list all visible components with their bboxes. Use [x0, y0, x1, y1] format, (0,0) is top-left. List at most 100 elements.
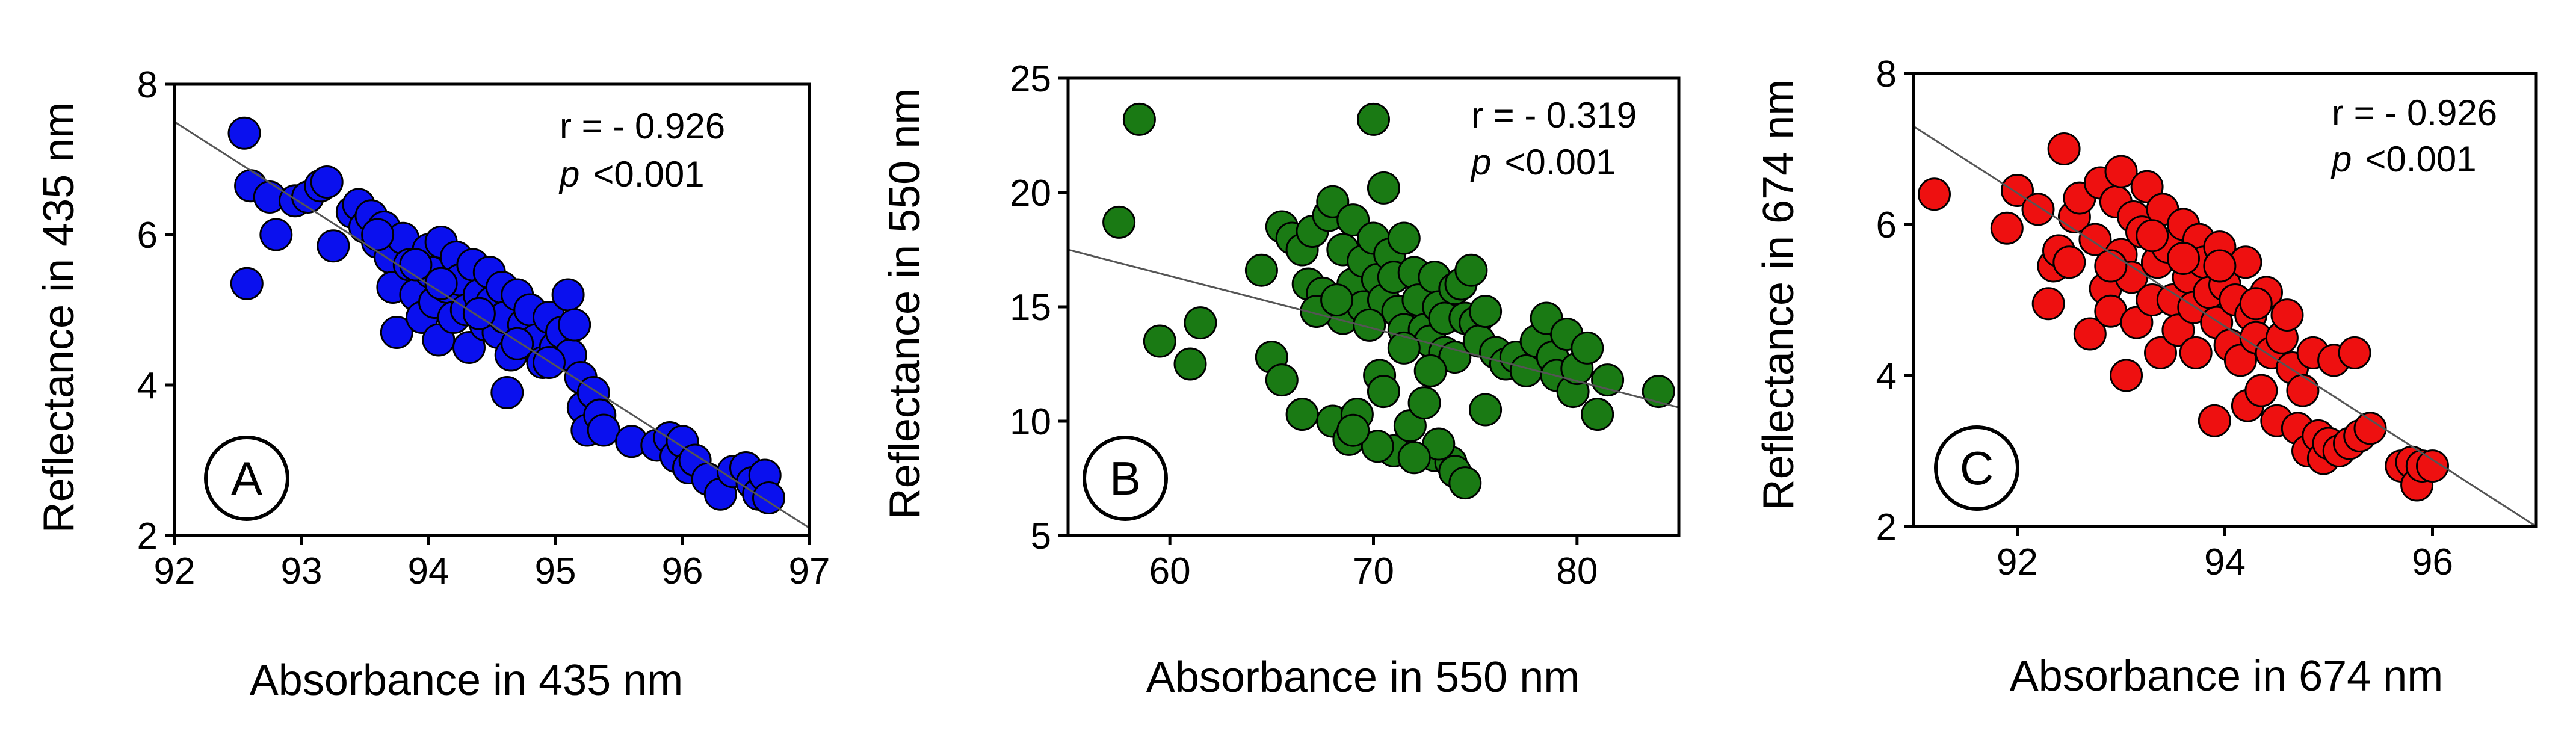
data-point-c-77 — [2203, 249, 2237, 283]
data-point-b-2 — [1143, 324, 1176, 358]
y-tick-label-b-3: 20 — [1010, 173, 1051, 214]
data-point-c-0 — [1918, 177, 1951, 211]
x-tick-label-c-1: 94 — [2204, 541, 2246, 583]
data-point-c-11 — [2073, 317, 2107, 351]
y-axis-title-b: Reflectance in 550 nm — [881, 88, 929, 519]
x-axis-title-a: Absorbance in 435 nm — [250, 656, 683, 705]
x-tick-label-a-4: 96 — [662, 551, 703, 592]
data-point-b-3 — [1173, 347, 1207, 381]
data-point-c-27 — [2144, 336, 2177, 369]
data-point-c-39 — [2198, 404, 2231, 437]
y-ticks-b: 5 10 15 20 25 — [1010, 58, 1068, 557]
y-tick-label-a-1: 4 — [137, 365, 158, 407]
data-point-c-45 — [2223, 344, 2257, 377]
x-ticks-b: 60 70 80 — [1149, 535, 1598, 592]
y-tick-label-c-2: 6 — [1876, 205, 1897, 246]
fit-line-b — [1067, 248, 1679, 409]
data-point-a-52 — [551, 278, 585, 312]
panel-label-circle-a — [204, 436, 289, 521]
y-tick-label-c-0: 2 — [1876, 507, 1897, 548]
data-point-a-8 — [310, 165, 344, 199]
data-point-a-54 — [558, 308, 591, 342]
data-point-c-31 — [2161, 313, 2195, 347]
y-tick-label-c-3: 8 — [1876, 54, 1897, 95]
x-ticks-a: 92 93 94 95 96 97 — [154, 535, 830, 592]
data-point-b-0 — [1102, 205, 1136, 239]
data-point-b-74 — [1581, 398, 1614, 431]
data-point-a-9 — [317, 229, 350, 263]
data-point-a-33 — [452, 331, 486, 364]
data-point-b-60 — [1469, 393, 1503, 427]
data-point-c-78 — [2239, 287, 2273, 321]
data-point-b-30 — [1367, 171, 1400, 205]
data-point-a-42 — [490, 376, 524, 409]
x-axis-title-c: Absorbance in 674 nm — [2010, 652, 2443, 700]
data-point-c-17 — [2104, 155, 2138, 188]
data-point-c-55 — [2270, 298, 2304, 332]
points-a — [227, 116, 785, 514]
data-point-a-78 — [424, 267, 458, 300]
data-point-c-58 — [2286, 374, 2320, 407]
data-point-a-80 — [501, 327, 534, 360]
data-point-c-24 — [2130, 170, 2164, 203]
data-point-b-7 — [1265, 363, 1299, 397]
y-tick-label-b-2: 15 — [1010, 287, 1051, 328]
data-point-b-10 — [1285, 398, 1319, 431]
data-point-a-18 — [380, 316, 413, 349]
y-tick-label-a-0: 2 — [137, 516, 158, 557]
data-point-c-19 — [2110, 359, 2143, 392]
panel-c: 92 94 96 2 4 6 8 r = - 0.926 p <0.001 C Absorb… — [1755, 54, 2538, 700]
y-tick-label-a-3: 8 — [137, 64, 158, 106]
points-c — [1918, 132, 2449, 502]
x-tick-label-a-5: 97 — [789, 551, 830, 592]
panel-label-circle-b — [1083, 436, 1168, 521]
data-point-c-67 — [2338, 336, 2371, 369]
y-axis-title-a: Reflectance in 435 nm — [35, 102, 83, 533]
data-point-b-1 — [1122, 102, 1156, 136]
x-axis-title-b: Absorbance in 550 nm — [1146, 653, 1580, 702]
y-axis-title-c: Reflectance in 674 nm — [1755, 79, 1803, 510]
y-tick-label-b-4: 25 — [1010, 58, 1051, 100]
data-point-b-57 — [1454, 253, 1488, 287]
x-tick-label-a-2: 94 — [408, 551, 449, 592]
data-point-c-69 — [2353, 412, 2387, 445]
x-tick-label-c-0: 92 — [1997, 541, 2038, 583]
data-point-b-61 — [1469, 295, 1503, 328]
data-point-c-50 — [2244, 374, 2278, 407]
data-point-b-5 — [1244, 253, 1278, 287]
x-ticks-c: 92 94 96 — [1997, 526, 2453, 583]
data-point-c-8 — [2052, 245, 2086, 279]
data-point-b-4 — [1184, 306, 1217, 340]
data-point-b-56 — [1448, 466, 1482, 500]
data-point-c-75 — [2136, 219, 2169, 253]
data-point-b-80 — [1387, 331, 1421, 365]
data-point-b-79 — [1353, 308, 1386, 342]
data-point-b-83 — [1361, 430, 1394, 463]
panel-label-c: C — [1960, 442, 1994, 495]
data-point-a-4 — [259, 218, 293, 251]
data-point-a-76 — [361, 218, 395, 251]
panel-label-b: B — [1110, 452, 1141, 505]
data-point-a-60 — [587, 413, 620, 447]
stat-p-c: p <0.001 — [2330, 139, 2477, 179]
fit-line-c — [1913, 125, 2537, 528]
x-tick-label-a-0: 92 — [154, 551, 196, 592]
data-point-c-1 — [1990, 211, 2024, 245]
panel-label-a: A — [231, 452, 262, 505]
data-point-b-37 — [1387, 221, 1421, 255]
x-tick-label-a-1: 93 — [281, 551, 323, 592]
x-tick-label-b-1: 70 — [1353, 551, 1394, 592]
data-point-b-81 — [1413, 354, 1447, 387]
data-point-b-78 — [1320, 283, 1354, 317]
data-point-b-26 — [1357, 102, 1390, 136]
data-point-a-2 — [230, 267, 264, 300]
y-tick-label-b-0: 5 — [1031, 516, 1051, 557]
plot-frame-a — [173, 82, 811, 537]
data-point-a-0 — [227, 116, 261, 150]
x-tick-label-a-3: 95 — [535, 551, 576, 592]
data-point-c-4 — [2031, 287, 2065, 321]
y-ticks-c: 2 4 6 8 — [1876, 54, 1913, 548]
stat-p-b: p <0.001 — [1470, 142, 1616, 182]
